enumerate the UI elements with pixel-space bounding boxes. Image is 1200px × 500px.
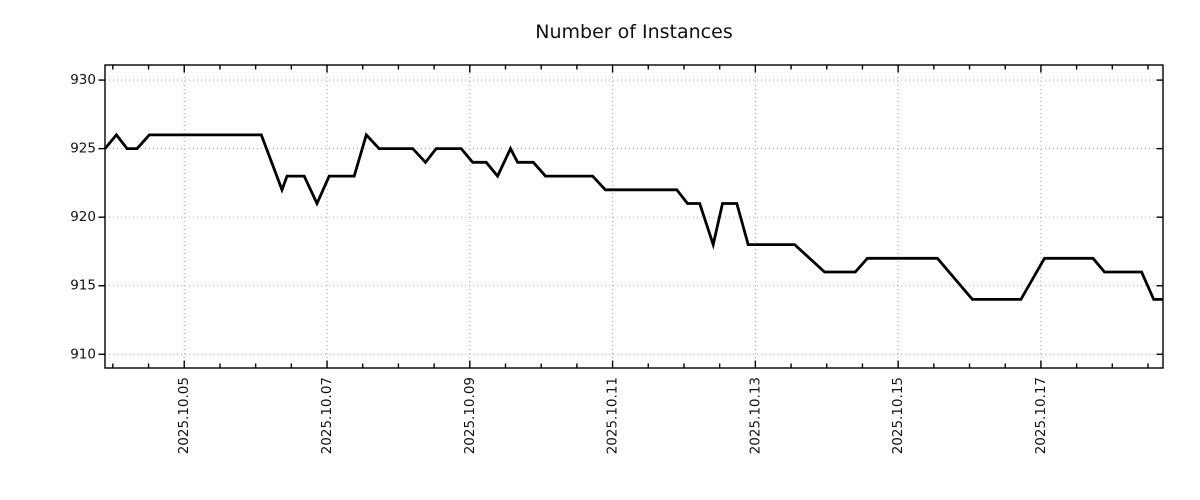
x-tick-label: 2025.10.07: [319, 377, 335, 454]
plot-border: [104, 64, 1164, 369]
y-tick-label: 915: [70, 278, 96, 294]
y-tick-label: 930: [70, 72, 96, 88]
tick-labels: 910 915 920 925 930 2025.10.05 2025.10.07 2025.…: [70, 72, 1049, 454]
x-tick-label: 2025.10.11: [605, 377, 621, 454]
x-tick-label: 2025.10.13: [747, 377, 763, 454]
y-tick-label: 925: [70, 141, 96, 157]
gridlines: [105, 65, 1163, 368]
x-tick-label: 2025.10.05: [176, 377, 192, 454]
series-layer: [103, 132, 1163, 301]
chart-title: Number of Instances: [535, 21, 732, 43]
axes: [98, 64, 1164, 369]
x-tick-label: 2025.10.09: [462, 377, 478, 454]
y-tick-label: 920: [70, 209, 96, 225]
x-tick-label: 2025.10.17: [1033, 377, 1049, 454]
x-tick-label: 2025.10.15: [890, 377, 906, 454]
y-tick-label: 910: [70, 346, 96, 362]
series-line-instances: [103, 132, 1163, 301]
